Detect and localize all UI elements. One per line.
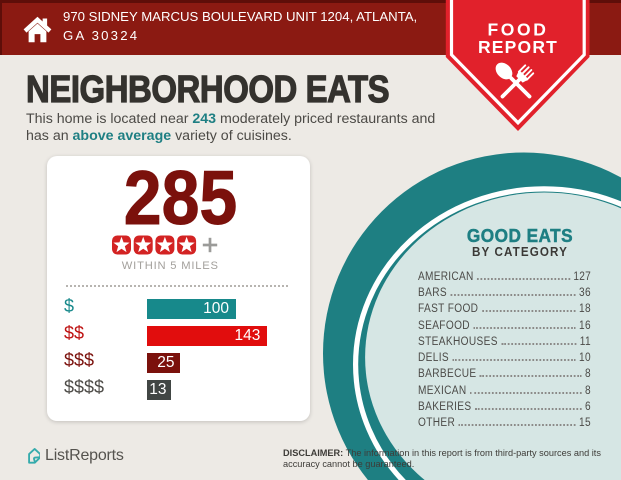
svg-text:FOOD: FOOD [488,20,549,40]
svg-text:REPORT: REPORT [478,37,558,57]
